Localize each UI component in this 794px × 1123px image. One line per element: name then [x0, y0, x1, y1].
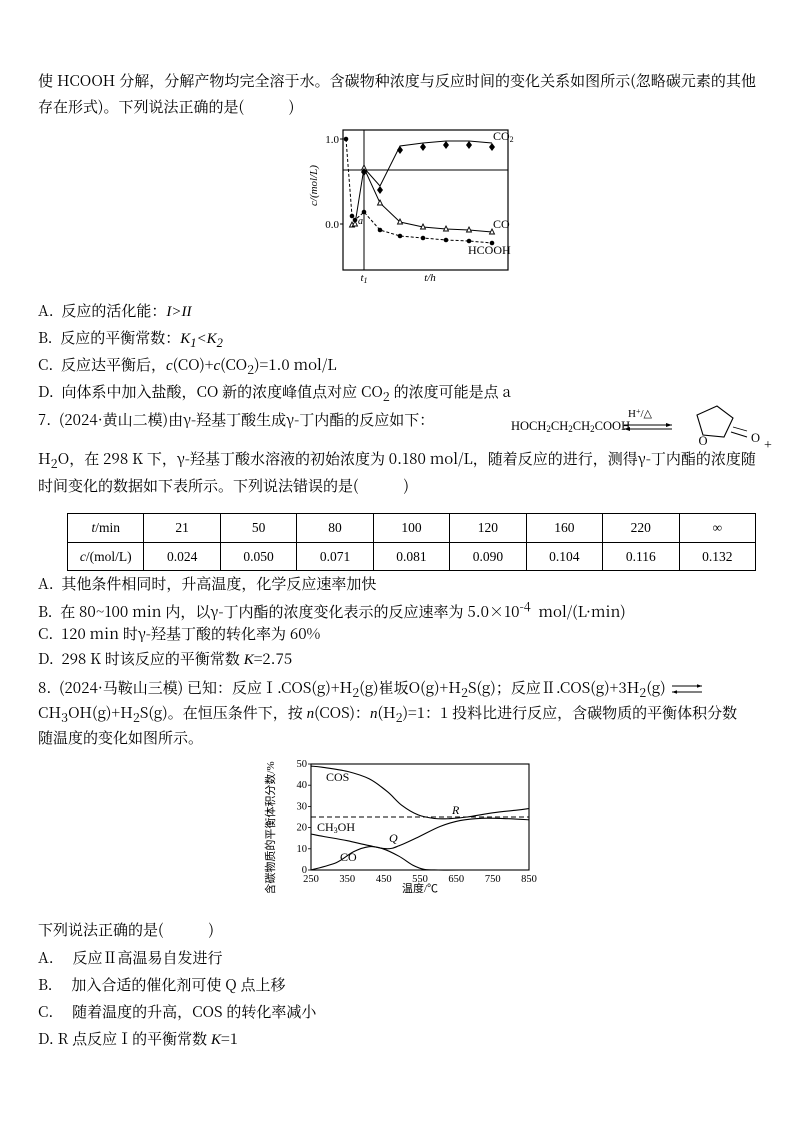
svg-text:a: a: [358, 216, 363, 227]
svg-text:CO: CO: [340, 850, 357, 864]
svg-text:850: 850: [521, 874, 537, 885]
svg-text:c/(mol/L): c/(mol/L): [308, 165, 320, 206]
svg-text:CO2: CO2: [493, 129, 514, 144]
svg-text:50: 50: [297, 759, 308, 770]
svg-text:HOCH2CH2CH2COOH: HOCH2CH2CH2COOH: [511, 419, 630, 434]
svg-text:40: 40: [297, 780, 308, 791]
svg-text:0.0: 0.0: [325, 219, 339, 231]
svg-text:t/h: t/h: [424, 272, 436, 284]
svg-text:t1: t1: [360, 272, 367, 285]
svg-text:CH3OH: CH3OH: [317, 820, 355, 835]
svg-text:350: 350: [339, 874, 355, 885]
svg-text:温度/℃: 温度/℃: [402, 881, 438, 893]
svg-text:30: 30: [297, 801, 308, 812]
svg-text:450: 450: [376, 874, 392, 885]
svg-text:+: +: [764, 438, 772, 453]
svg-text:CO: CO: [493, 217, 510, 231]
svg-text:Q: Q: [389, 831, 398, 845]
svg-text:10: 10: [297, 844, 308, 855]
svg-text:750: 750: [485, 874, 501, 885]
svg-text:含碳物质的平衡体积分数/%: 含碳物质的平衡体积分数/%: [263, 761, 277, 893]
svg-text:O: O: [751, 431, 760, 445]
svg-text:250: 250: [303, 874, 319, 885]
svg-text:20: 20: [297, 823, 308, 834]
svg-text:COS: COS: [326, 770, 349, 784]
svg-text:R: R: [451, 803, 460, 817]
svg-text:H+/△: H+/△: [628, 407, 653, 420]
svg-text:650: 650: [448, 874, 464, 885]
svg-text:1.0: 1.0: [325, 134, 339, 146]
svg-text:HCOOH: HCOOH: [468, 243, 511, 257]
